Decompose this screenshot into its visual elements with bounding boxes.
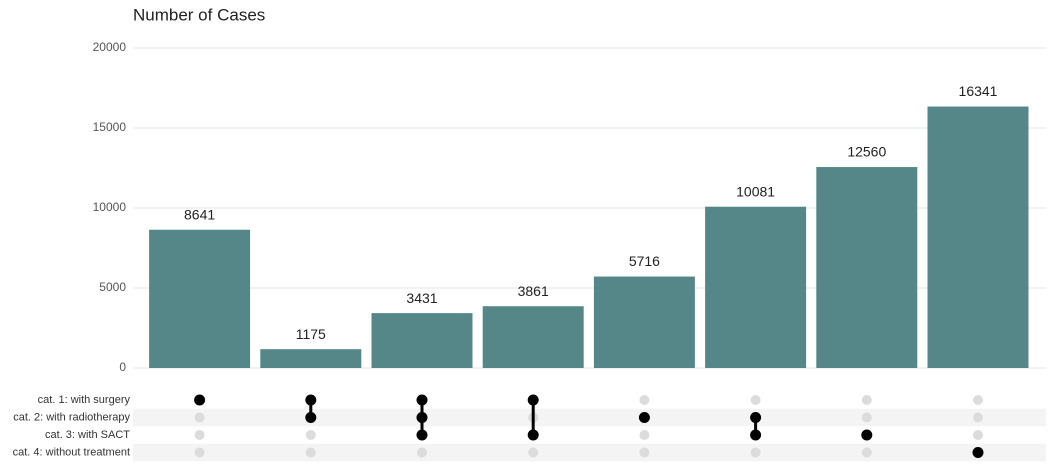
empty-dot <box>305 430 316 440</box>
empty-dot <box>417 447 427 458</box>
empty-dot <box>194 447 205 458</box>
value-label: 16341 <box>959 83 998 99</box>
set-label: cat. 1: with surgery <box>38 394 131 406</box>
value-label: 5716 <box>629 253 660 269</box>
y-tick-label: 0 <box>119 360 126 374</box>
empty-dot <box>750 447 761 458</box>
row-stripe <box>133 408 1046 427</box>
empty-dot <box>973 395 983 405</box>
bar <box>927 106 1029 368</box>
bar <box>705 206 807 368</box>
value-label: 10081 <box>736 183 775 199</box>
member-dot <box>416 394 428 406</box>
bar <box>149 229 251 368</box>
value-label: 12560 <box>847 144 886 160</box>
bar <box>371 313 473 368</box>
empty-dot <box>194 430 205 440</box>
empty-dot <box>750 395 761 405</box>
member-dot <box>527 429 539 441</box>
empty-dot <box>861 395 872 405</box>
bar <box>482 306 584 368</box>
empty-dot <box>528 447 539 458</box>
value-label: 3431 <box>406 290 437 306</box>
member-dot <box>416 429 428 441</box>
set-label: cat. 4: without treatment <box>13 446 130 458</box>
empty-dot <box>973 430 983 440</box>
empty-dot <box>861 412 872 423</box>
member-dot <box>527 394 539 406</box>
empty-dot <box>639 447 650 458</box>
y-tick-label: 20000 <box>93 40 127 54</box>
empty-dot <box>305 447 316 458</box>
y-tick-label: 10000 <box>93 200 127 214</box>
value-label: 3861 <box>518 283 549 299</box>
member-dot <box>416 412 428 423</box>
bar <box>593 276 695 368</box>
member-dot <box>750 412 762 423</box>
member-dot <box>305 394 317 406</box>
empty-dot <box>639 395 650 405</box>
member-dot <box>750 429 762 441</box>
value-label: 1175 <box>296 326 326 342</box>
empty-dot <box>639 430 650 440</box>
empty-dot <box>194 412 205 423</box>
bar <box>816 167 918 368</box>
empty-dot <box>973 412 983 423</box>
set-label: cat. 2: with radiotherapy <box>13 411 130 423</box>
y-tick-label: 5000 <box>99 280 126 294</box>
member-dot <box>305 412 317 423</box>
member-dot <box>638 412 650 423</box>
member-dot <box>861 429 873 441</box>
set-label: cat. 3: with SACT <box>45 429 130 441</box>
row-stripe <box>133 443 1046 462</box>
y-tick-label: 15000 <box>93 120 127 134</box>
bar <box>260 349 362 368</box>
member-dot <box>194 394 206 406</box>
member-dot <box>972 447 984 458</box>
value-label: 8641 <box>184 206 215 222</box>
empty-dot <box>861 447 872 458</box>
chart-title: Number of Cases <box>133 5 265 24</box>
